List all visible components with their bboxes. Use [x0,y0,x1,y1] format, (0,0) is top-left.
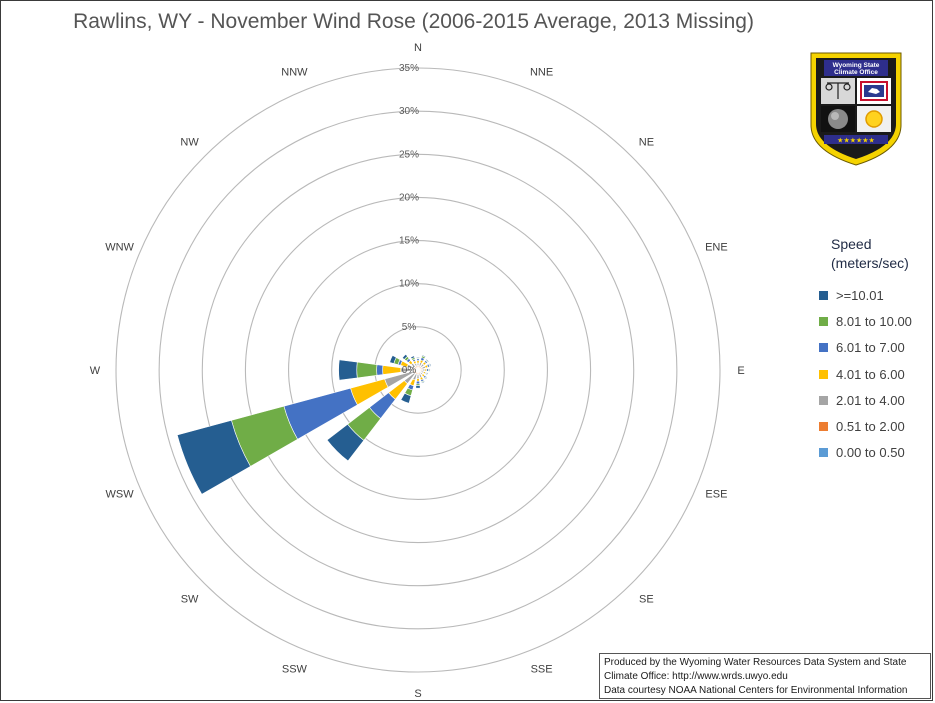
radial-tick-label: 5% [402,322,417,333]
legend-swatch [819,316,828,326]
bar-ese--10-01 [425,372,429,376]
legend-item: 6.01 to 7.00 [819,335,934,361]
radial-tick-label: 0% [402,365,417,376]
bar-nne--10-01 [421,354,427,358]
stars-icon: ★★★★★★ [837,137,875,145]
direction-label-w: W [90,365,101,377]
radial-tick-label: 30% [399,106,419,117]
direction-label-sse: SSE [531,663,553,675]
credit-box: Produced by the Wyoming Water Resources … [599,653,931,699]
grid-ring [331,283,505,457]
bar-s--10-01 [415,385,421,389]
logo-text-line1: Wyoming State [833,62,880,69]
legend-item: 0.51 to 2.00 [819,413,934,439]
legend-label: 8.01 to 10.00 [836,313,912,329]
radial-tick-label: 10% [399,279,419,290]
wind-bars [176,353,432,495]
direction-label-nne: NNE [530,67,553,79]
legend-label: >=10.01 [836,287,884,303]
legend: Speed (meters/sec) >=10.01 8.01 to 10.00 6… [819,235,934,466]
logo-text-line2: Climate Office [834,69,878,76]
radial-tick-label: 35% [399,63,419,74]
radial-tick-labels: 0% 5% 10% 15% 20% 25% 30% 35% [399,63,419,376]
radial-grid [115,67,721,673]
bar-n-4-01-to-6-00 [416,360,420,364]
chart-title: Rawlins, WY - November Wind Rose (2006-2… [73,10,754,33]
grid-ring [115,67,721,673]
bar-s-4-01-to-6-00 [416,378,420,382]
bar-ne--10-01 [425,358,430,363]
bar-w-6-01-to-7-00 [376,364,384,376]
logo-banner [824,60,888,76]
legend-label: 2.01 to 4.00 [836,392,905,408]
bar-nnw--10-01 [410,355,415,360]
bar-w--10-01 [338,359,358,381]
bar-e-2-01-to-4-00 [421,368,426,372]
grid-ring [244,196,592,544]
sun-icon [865,110,883,128]
direction-label-s: S [414,688,421,700]
bar-ssw--10-01 [400,392,412,404]
radial-tick-label: 25% [399,149,419,160]
legend-item: 0.00 to 0.50 [819,440,934,466]
bar-sse--10-01 [421,380,426,384]
credit-line-3: Data courtesy NOAA National Centers for … [604,685,908,696]
legend-title: Speed (meters/sec) [831,236,909,271]
bar-wnw--10-01 [389,354,397,364]
wind-rose-plot: N NNE NE ENE E ESE SE SSE S SSW SW WSW W WNW NW NNW 0% 5… [90,42,745,700]
legend-swatch [819,290,828,300]
radial-tick-label: 20% [399,192,419,203]
direction-label-se: SE [639,593,654,605]
direction-labels: N NNE NE ENE E ESE SE SSE S SSW SW WSW W WNW NW NNW [90,42,745,700]
legend-label: 0.00 to 0.50 [836,445,905,461]
bar-s-2-01-to-4-00 [416,373,420,379]
direction-label-ssw: SSW [282,663,308,675]
legend-item: 4.01 to 6.00 [819,361,934,387]
direction-label-n: N [414,42,422,54]
grid-ring [158,110,678,630]
bar-w-8-01-to-10-00 [356,361,378,379]
legend-swatch [819,369,828,379]
direction-label-ne: NE [639,137,654,149]
bar-sw--10-01 [326,423,365,462]
grid-ring [288,240,548,500]
direction-label-nw: NW [180,137,199,149]
legend-item: 8.01 to 10.00 [819,308,934,334]
radial-tick-label: 15% [399,236,419,247]
legend-swatch [819,422,828,432]
bar-ene--10-01 [428,362,432,367]
legend-swatch [819,395,828,405]
bar-n--10-01 [415,356,421,359]
earth-icon [828,109,848,129]
legend-item: 2.01 to 4.00 [819,387,934,413]
direction-label-ene: ENE [705,241,728,253]
direction-label-e: E [737,365,744,377]
bar-nw--10-01 [401,353,408,360]
legend-items: >=10.01 8.01 to 10.00 6.01 to 7.00 4.01 to … [819,282,934,466]
credit-line-2: Climate Office: http://www.wrds.uwyo.edu [604,671,788,682]
bar-n-2-01-to-4-00 [416,362,420,367]
direction-label-wsw: WSW [106,489,135,501]
bar-se--10-01 [424,376,428,380]
bar-wsw--10-01 [176,419,251,495]
bar-s-6-01-to-7-00 [415,380,421,385]
bar-w-4-01-to-6-00 [382,365,402,375]
legend-label: 6.01 to 7.00 [836,340,905,356]
legend-label: 4.01 to 6.00 [836,366,905,382]
legend-item: >=10.01 [819,282,934,308]
grid-ring [201,153,635,587]
climate-office-logo: Wyoming State Climate Office ★★★★★★ [810,52,902,166]
thermometer-icon [825,82,851,99]
direction-label-ese: ESE [705,489,727,501]
legend-swatch [819,343,828,353]
direction-label-wnw: WNW [105,241,134,253]
credit-line-1: Produced by the Wyoming Water Resources … [604,657,907,668]
legend-label: 0.51 to 2.00 [836,419,905,435]
bar-e--10-01 [428,368,431,372]
direction-label-nnw: NNW [281,67,308,79]
legend-swatch [819,448,828,458]
direction-label-sw: SW [181,593,199,605]
